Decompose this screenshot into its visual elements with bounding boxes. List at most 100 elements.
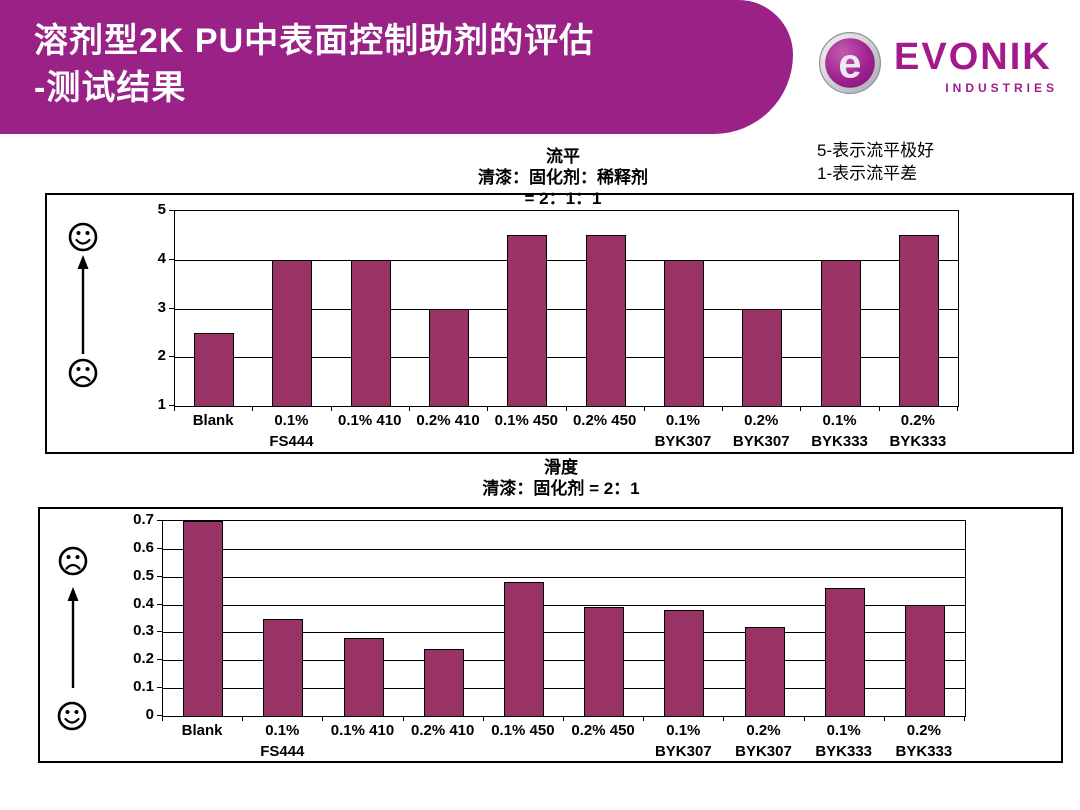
y-axis-tick — [157, 659, 162, 661]
evonik-badge-icon: e — [819, 31, 881, 94]
x-axis-tick — [957, 406, 958, 411]
x-axis-tick — [482, 716, 484, 721]
x-axis-tick — [162, 716, 163, 721]
rating-note-line1: 5-表示流平极好 — [817, 141, 935, 160]
bar-0-2-byk333 — [898, 235, 939, 406]
x-axis-tick — [964, 716, 965, 721]
y-axis-tick — [169, 210, 174, 211]
x-axis-label: 0.2% 410 — [410, 722, 475, 739]
y-axis-label: 0.4 — [133, 594, 154, 612]
leveling-chart-title-block: 流平 清漆：固化剂：稀释剂 = 2：1：1 — [363, 146, 763, 209]
x-axis-tick — [803, 716, 805, 721]
y-axis-label: 0.7 — [133, 511, 154, 528]
x-axis-tick — [800, 406, 802, 411]
leveling-chart: 1 2 3 4 5 Blank 0.1% FS444 0.1% 410 0.2% 410 0.1% … — [45, 193, 1074, 454]
y-axis-label: 3 — [157, 298, 166, 316]
gridline — [163, 632, 965, 634]
leveling-chart-ratio: = 2：1：1 — [524, 189, 602, 208]
y-axis-tick — [157, 715, 162, 716]
plot-area — [174, 210, 959, 407]
x-axis-tick — [643, 716, 645, 721]
bar-0-1-450 — [507, 235, 548, 406]
bar-0-2-byk307 — [744, 626, 785, 716]
bar-0-1-byk307 — [664, 610, 705, 716]
x-axis-tick — [174, 406, 175, 411]
y-axis-tick — [169, 405, 174, 406]
gridline — [163, 576, 965, 578]
gridline — [175, 357, 958, 359]
rating-note: 5-表示流平极好 1-表示流平差 — [817, 139, 934, 185]
bar-0-2-410 — [423, 649, 464, 716]
x-axis-label: 0.2% — [900, 412, 935, 429]
y-axis-label: 0 — [145, 706, 154, 723]
x-axis-label: 0.1% — [665, 412, 701, 429]
x-axis-tick — [722, 406, 724, 411]
slide-title-line1: 溶剂型2K PU中表面控制助剂的评估 — [34, 22, 595, 60]
x-axis-label: Blank — [181, 722, 223, 739]
y-axis-label: 5 — [157, 201, 166, 218]
slide-title: 溶剂型2K PU中表面控制助剂的评估 -测试结果 — [34, 18, 594, 112]
y-axis-label: 0.1 — [133, 678, 154, 696]
x-axis-tick — [252, 406, 254, 411]
bar-0-1-410 — [343, 638, 384, 716]
x-axis-label: 0.1% 450 — [491, 722, 555, 739]
bar-0-2-byk307 — [742, 308, 783, 406]
gridline — [163, 688, 965, 690]
slip-chart: 0 0.1 0.2 0.3 0.4 0.5 0.6 0.7 Blank 0.1% FS444 0.1%… — [38, 507, 1063, 763]
x-axis-label-line2: BYK333 — [815, 743, 873, 760]
bar-0-1-byk333 — [824, 587, 865, 716]
bar-0-1-450 — [503, 582, 544, 716]
x-axis-label: 0.2% 410 — [416, 412, 480, 429]
x-axis-tick — [242, 716, 244, 721]
frown-face-icon — [68, 358, 98, 388]
slide-title-line2: -测试结果 — [34, 69, 187, 107]
leveling-chart-title: 流平 — [546, 147, 580, 166]
x-axis-tick — [322, 716, 324, 721]
x-axis-tick — [330, 406, 332, 411]
x-axis-label: 0.1% — [666, 722, 701, 739]
x-axis-label: Blank — [192, 412, 234, 429]
y-axis-tick — [157, 631, 162, 633]
x-axis-label: 0.2% — [906, 722, 941, 739]
x-axis-tick — [487, 406, 489, 411]
x-axis-tick — [723, 716, 725, 721]
plot-area — [162, 520, 966, 717]
bar-0-2-410 — [429, 308, 470, 406]
x-axis-tick — [563, 716, 564, 721]
bar-0-1-fs444 — [263, 618, 304, 716]
slip-chart-title: 滑度 — [544, 458, 578, 477]
y-axis-tick — [157, 603, 162, 605]
y-axis-tick — [169, 356, 174, 358]
evonik-logo: e EVONIK INDUSTRIES — [818, 30, 1058, 102]
x-axis-tick — [643, 406, 645, 411]
y-axis-tick — [157, 575, 162, 577]
x-axis-label-line2: BYK307 — [735, 743, 792, 760]
bar-0-1-byk307 — [663, 259, 704, 406]
logo-wordmark: EVONIK — [894, 36, 1052, 78]
x-axis-label-line2: BYK333 — [811, 433, 868, 450]
x-axis-label-line2: BYK307 — [654, 743, 712, 760]
y-axis-label: 2 — [157, 347, 166, 365]
y-axis-tick — [157, 547, 162, 549]
x-axis-tick — [402, 716, 404, 721]
x-axis-label-line2: BYK307 — [732, 433, 790, 450]
x-axis-label: 0.1% 410 — [338, 412, 402, 429]
y-axis-label: 0.2 — [133, 650, 154, 668]
y-axis-tick — [169, 307, 174, 309]
x-axis-label: 0.1% — [826, 722, 861, 739]
x-axis-label-line2: BYK307 — [654, 433, 712, 450]
bar-blank — [183, 521, 224, 716]
x-axis-label: 0.1% — [265, 722, 300, 739]
x-axis-label-line2: BYK333 — [889, 433, 947, 450]
rating-note-line2: 1-表示流平差 — [817, 164, 918, 183]
y-axis-label: 0.3 — [133, 622, 154, 640]
y-axis-tick — [157, 687, 162, 689]
smiley-face-icon — [57, 701, 87, 731]
y-axis-tick — [169, 258, 174, 260]
bar-0-2-450 — [584, 607, 625, 716]
gridline — [163, 604, 965, 606]
y-axis-label: 0.5 — [133, 566, 154, 584]
bar-0-2-byk333 — [904, 604, 945, 716]
gridline — [163, 548, 965, 550]
x-axis-tick — [408, 406, 410, 411]
